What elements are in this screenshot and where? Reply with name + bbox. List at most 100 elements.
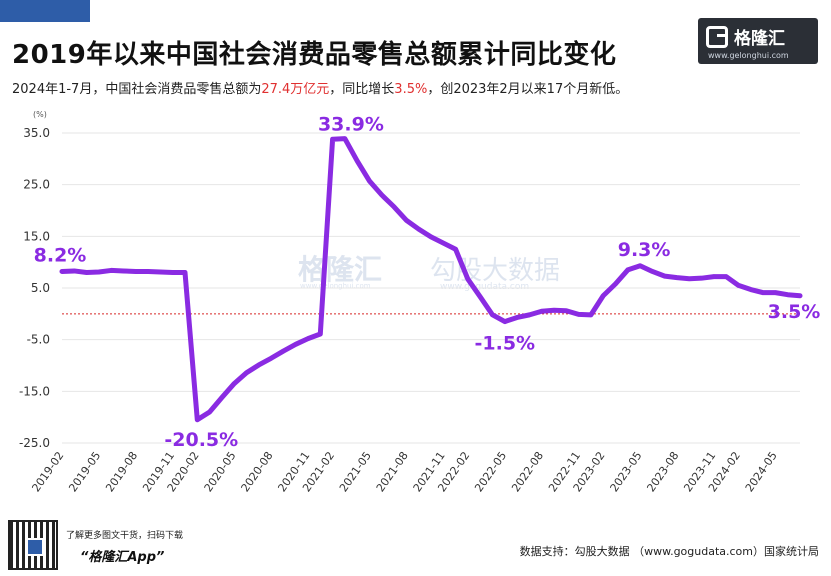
data-point — [109, 268, 114, 273]
data-point — [379, 192, 384, 198]
subtitle-text-2: ，同比增长 — [329, 82, 395, 97]
data-point — [441, 240, 446, 246]
data-label: 33.9% — [318, 114, 384, 136]
data-label: 8.2% — [34, 244, 87, 266]
data-point — [576, 312, 581, 317]
data-point — [281, 348, 286, 354]
data-point — [207, 409, 212, 415]
data-point — [465, 277, 471, 282]
x-tick-label: 2022-05 — [472, 449, 509, 494]
gridlines — [62, 132, 800, 444]
data-point — [797, 293, 803, 298]
x-tick-label: 2019-08 — [103, 449, 140, 494]
data-point — [502, 319, 507, 324]
y-tick-label: 15.0 — [23, 229, 50, 243]
data-point — [601, 293, 606, 298]
gelonghui-logo: 格隆汇 www.gelonghui.com — [698, 18, 818, 64]
data-point — [551, 308, 557, 313]
data-point — [773, 290, 778, 295]
data-point — [588, 312, 594, 318]
chart-subtitle: 2024年1-7月，中国社会消费品零售总额为27.4万亿元，同比增长3.5%，创… — [12, 78, 628, 97]
logo-name: 格隆汇 — [734, 29, 785, 49]
watermark-data-brand: 勾股大数据 — [430, 256, 561, 286]
data-point — [219, 395, 225, 400]
watermark-data-url: www.gogudata.com — [440, 282, 530, 292]
x-tick-label: 2023-05 — [608, 449, 645, 494]
chart-title: 2019年以来中国社会消费品零售总额累计同比变化 — [12, 40, 617, 70]
data-point — [724, 274, 729, 279]
data-point — [96, 269, 102, 275]
x-tick-label: 2019-05 — [66, 449, 103, 494]
y-axis-ticks: 35.0 25.0 15.0 5.0 -5.0 -15.0 -25.0 — [19, 126, 50, 450]
watermark-brand: 格隆汇 — [298, 253, 383, 286]
data-label: 9.3% — [618, 239, 671, 261]
data-point — [514, 315, 520, 320]
data-point — [232, 381, 237, 386]
footer-cta-line2: “格隆汇App” — [80, 550, 165, 565]
data-point — [637, 263, 643, 268]
y-axis-unit: (%) — [33, 110, 47, 119]
data-points — [59, 136, 803, 422]
data-point — [145, 269, 151, 274]
data-point — [158, 269, 163, 275]
data-point — [244, 370, 249, 375]
data-point — [490, 312, 495, 318]
x-tick-label: 2020-08 — [239, 449, 276, 494]
data-point — [662, 273, 667, 279]
logo-url: www.gelonghui.com — [708, 51, 789, 60]
data-label: 3.5% — [768, 301, 821, 323]
y-tick-label: -15.0 — [19, 384, 50, 398]
data-point — [330, 137, 335, 142]
y-tick-label: 5.0 — [31, 281, 50, 295]
y-tick-label: 25.0 — [23, 178, 50, 192]
data-point — [305, 336, 311, 341]
data-point — [195, 417, 200, 422]
data-point — [428, 234, 434, 240]
subtitle-text-1: 2024年1-7月，中国社会消费品零售总额为 — [12, 82, 262, 97]
data-point — [613, 281, 618, 287]
data-point — [539, 309, 544, 314]
data-point — [121, 268, 126, 274]
corner-accent-bar — [0, 0, 90, 22]
data-point — [760, 290, 766, 295]
data-point — [293, 342, 298, 347]
x-tick-label: 2021-05 — [337, 449, 374, 494]
data-point — [318, 331, 323, 337]
subtitle-text-3: ，创2023年2月以来17个月新低。 — [427, 82, 629, 97]
x-tick-label: 2023-08 — [644, 449, 681, 494]
data-point — [342, 136, 348, 141]
data-point — [268, 356, 274, 361]
data-point — [367, 178, 372, 184]
data-label: -1.5% — [475, 333, 536, 355]
x-tick-label: 2024-05 — [743, 449, 780, 494]
data-point — [84, 270, 89, 275]
watermark-brand-url: www.gelonghui.com — [300, 282, 371, 290]
data-point — [453, 247, 458, 252]
data-point — [170, 270, 175, 275]
y-tick-label: -5.0 — [27, 333, 50, 347]
data-labels: 8.2% -20.5% 33.9% -1.5% 9.3% 3.5% — [34, 114, 821, 451]
data-point — [674, 275, 680, 280]
qr-code-icon — [8, 520, 58, 570]
data-source: 数据支持：勾股大数据 （www.gogudata.com）国家统计局 — [519, 545, 819, 558]
data-point — [391, 204, 397, 210]
data-point — [687, 276, 692, 281]
data-point — [355, 158, 360, 164]
x-tick-label: 2022-08 — [509, 449, 546, 494]
subtitle-total-value: 27.4万亿元 — [261, 82, 330, 97]
x-tick-label: 2020-05 — [202, 449, 239, 494]
y-tick-label: -25.0 — [19, 436, 50, 450]
data-point — [650, 269, 655, 274]
gelonghui-logo-icon — [706, 26, 728, 48]
x-tick-label: 2021-08 — [374, 449, 411, 494]
data-point — [527, 312, 532, 318]
data-point — [256, 362, 261, 368]
x-tick-label: 2019-02 — [29, 449, 66, 494]
data-point — [785, 292, 790, 297]
data-point — [72, 268, 77, 274]
data-point — [182, 270, 188, 275]
footer-cta-line1: 了解更多图文干货，扫码下载 — [66, 531, 184, 541]
y-tick-label: 35.0 — [23, 126, 50, 140]
